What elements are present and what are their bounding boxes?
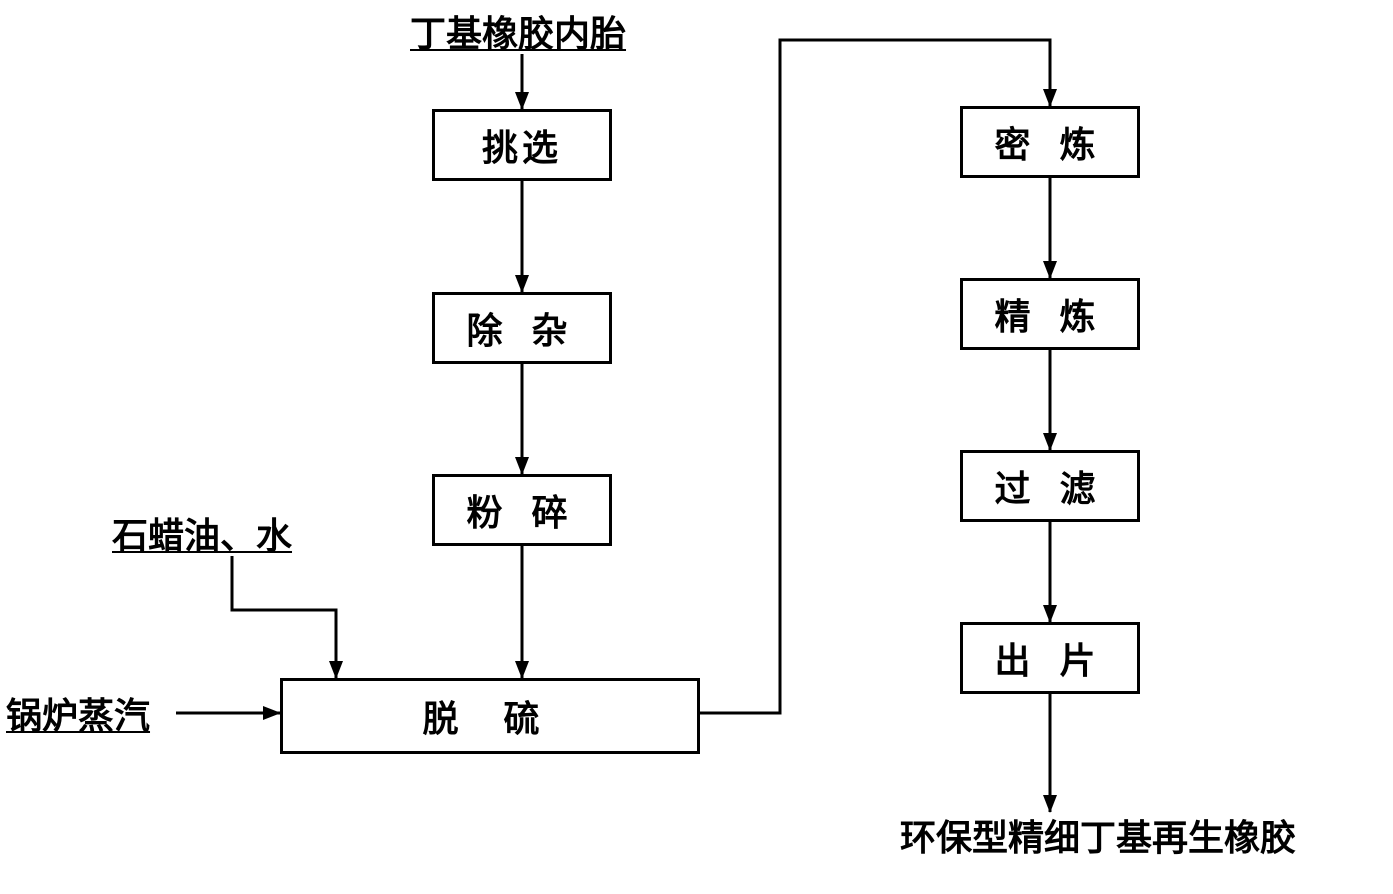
node-jinglian: 精 炼 <box>960 278 1140 350</box>
node-remove_imp: 除 杂 <box>432 292 612 364</box>
label-output: 环保型精细丁基再生橡胶 <box>900 812 1380 858</box>
node-desulf: 脱 硫 <box>280 678 700 754</box>
node-crush: 粉 碎 <box>432 474 612 546</box>
label-text-oil_water: 石蜡油、水 <box>112 507 292 559</box>
node-label-remove_imp: 除 杂 <box>466 302 577 354</box>
edge-e5 <box>232 556 336 678</box>
label-oil_water: 石蜡油、水 <box>112 510 352 556</box>
edges-layer <box>0 0 1393 894</box>
node-select: 挑选 <box>432 109 612 181</box>
node-label-crush: 粉 碎 <box>466 484 577 536</box>
flowchart-canvas: 丁基橡胶内胎挑选除 杂粉 碎 石蜡油、水锅炉蒸汽 脱 硫 密 炼精 炼过 滤出 片环保… <box>0 0 1393 894</box>
node-label-jinglian: 精 炼 <box>994 288 1105 340</box>
label-text-steam: 锅炉蒸汽 <box>6 687 150 739</box>
node-label-desulf: 脱 硫 <box>422 690 557 742</box>
label-text-output: 环保型精细丁基再生橡胶 <box>900 809 1296 861</box>
node-label-select: 挑选 <box>482 119 562 171</box>
node-label-filter: 过 滤 <box>994 460 1105 512</box>
label-text-input_top: 丁基橡胶内胎 <box>410 5 626 57</box>
label-steam: 锅炉蒸汽 <box>6 690 176 736</box>
node-chupian: 出 片 <box>960 622 1140 694</box>
label-input_top: 丁基橡胶内胎 <box>410 8 700 54</box>
node-label-chupian: 出 片 <box>994 632 1105 684</box>
node-milian: 密 炼 <box>960 106 1140 178</box>
node-label-milian: 密 炼 <box>994 116 1105 168</box>
node-filter: 过 滤 <box>960 450 1140 522</box>
